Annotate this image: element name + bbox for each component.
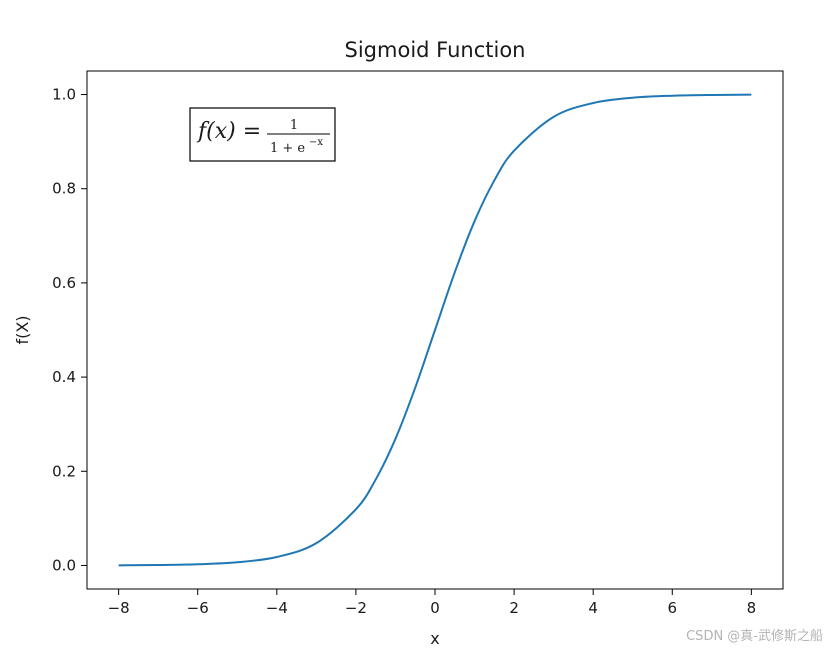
y-tick-label: 1.0 bbox=[52, 86, 76, 104]
x-tick-label: 0 bbox=[430, 599, 440, 617]
formula-numerator: 1 bbox=[290, 118, 298, 133]
y-axis-label: f(X) bbox=[13, 315, 32, 344]
x-tick-label: 8 bbox=[747, 599, 757, 617]
x-tick-label: −2 bbox=[345, 599, 367, 617]
x-tick-label: 4 bbox=[588, 599, 598, 617]
y-tick-label: 0.2 bbox=[52, 462, 76, 480]
formula-exponent: −x bbox=[309, 137, 323, 148]
x-tick-label: 6 bbox=[667, 599, 677, 617]
series-line bbox=[118, 93, 752, 567]
x-tick-label: 2 bbox=[509, 599, 519, 617]
x-axis-label: x bbox=[430, 629, 439, 648]
y-tick-label: 0.8 bbox=[52, 180, 76, 198]
formula-lhs: f(x) = bbox=[196, 119, 261, 144]
y-tick-label: 0.4 bbox=[52, 368, 76, 386]
y-tick-label: 0.6 bbox=[52, 274, 76, 292]
series-layer bbox=[118, 93, 752, 567]
watermark-text: CSDN @真-武修斯之船 bbox=[686, 629, 823, 644]
x-axis-ticks: −8 −6 −4 −2 0 2 4 6 8 bbox=[108, 589, 757, 617]
x-tick-label: −8 bbox=[108, 599, 130, 617]
chart-title: Sigmoid Function bbox=[345, 38, 526, 62]
y-tick-label: 0.0 bbox=[52, 556, 76, 574]
formula-annotation: f(x) = 1 1 + e −x bbox=[189, 107, 336, 162]
y-axis-ticks: 0.0 0.2 0.4 0.6 0.8 1.0 bbox=[52, 86, 87, 574]
x-tick-label: −4 bbox=[266, 599, 288, 617]
formula-denominator: 1 + e bbox=[270, 141, 305, 156]
x-tick-label: −6 bbox=[187, 599, 209, 617]
